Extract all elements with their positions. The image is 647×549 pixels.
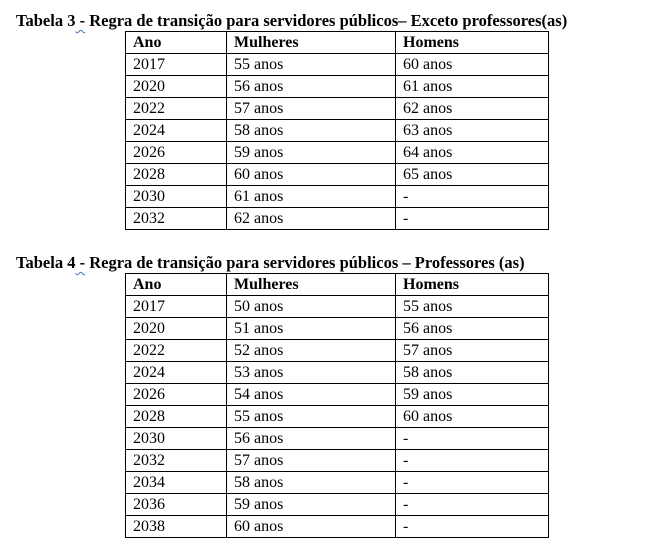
column-header-ano: Ano — [125, 273, 227, 296]
table-row: 2017 55 anos 60 anos — [125, 53, 549, 76]
cell-ano: 2034 — [125, 471, 227, 494]
cell-mulheres: 58 anos — [226, 119, 396, 142]
table-row: 2032 62 anos - — [125, 207, 549, 230]
cell-mulheres: 51 anos — [226, 317, 396, 340]
cell-ano: 2026 — [125, 141, 227, 164]
cell-ano: 2036 — [125, 493, 227, 516]
cell-mulheres: 55 anos — [226, 53, 396, 76]
cell-homens: 61 anos — [395, 75, 549, 98]
cell-homens: - — [395, 207, 549, 230]
cell-homens: 62 anos — [395, 97, 549, 120]
table-3-caption-title: Regra de transição para servidores públi… — [85, 11, 568, 30]
table-row: 2030 61 anos - — [125, 185, 549, 208]
cell-ano: 2022 — [125, 97, 227, 120]
cell-homens: - — [395, 185, 549, 208]
cell-mulheres: 57 anos — [226, 97, 396, 120]
table-3-header-row: Ano Mulheres Homens — [125, 31, 549, 54]
table-row: 2024 58 anos 63 anos — [125, 119, 549, 142]
cell-ano: 2030 — [125, 185, 227, 208]
table-row: 2038 60 anos - — [125, 515, 549, 538]
cell-mulheres: 59 anos — [226, 141, 396, 164]
table-row: 2032 57 anos - — [125, 449, 549, 472]
table-row: 2020 51 anos 56 anos — [125, 317, 549, 340]
cell-homens: - — [395, 471, 549, 494]
cell-homens: - — [395, 427, 549, 450]
table-row: 2036 59 anos - — [125, 493, 549, 516]
cell-ano: 2032 — [125, 207, 227, 230]
cell-ano: 2028 — [125, 163, 227, 186]
cell-ano: 2030 — [125, 427, 227, 450]
table-4-header: Ano Mulheres Homens — [125, 273, 549, 296]
table-row: 2026 54 anos 59 anos — [125, 383, 549, 406]
table-3-body: 2017 55 anos 60 anos 2020 56 anos 61 anos 2022… — [125, 53, 549, 230]
cell-mulheres: 59 anos — [226, 493, 396, 516]
cell-mulheres: 60 anos — [226, 163, 396, 186]
table-4-body: 2017 50 anos 55 anos 2020 51 anos 56 anos 2022… — [125, 295, 549, 538]
table-row: 2022 52 anos 57 anos — [125, 339, 549, 362]
cell-ano: 2024 — [125, 119, 227, 142]
column-header-ano: Ano — [125, 31, 227, 54]
column-header-homens: Homens — [395, 273, 549, 296]
cell-ano: 2022 — [125, 339, 227, 362]
cell-homens: 64 anos — [395, 141, 549, 164]
cell-ano: 2038 — [125, 515, 227, 538]
table-row: 2030 56 anos - — [125, 427, 549, 450]
cell-homens: - — [395, 493, 549, 516]
cell-ano: 2026 — [125, 383, 227, 406]
table-4-header-row: Ano Mulheres Homens — [125, 273, 549, 296]
cell-mulheres: 50 anos — [226, 295, 396, 318]
cell-mulheres: 53 anos — [226, 361, 396, 384]
table-row: 2034 58 anos - — [125, 471, 549, 494]
table-3: Ano Mulheres Homens 2017 55 anos 60 anos 2020… — [125, 31, 549, 230]
cell-mulheres: 54 anos — [226, 383, 396, 406]
table-row: 2022 57 anos 62 anos — [125, 97, 549, 120]
column-header-homens: Homens — [395, 31, 549, 54]
table-3-caption-separator: - — [75, 11, 86, 30]
cell-mulheres: 55 anos — [226, 405, 396, 428]
column-header-mulheres: Mulheres — [226, 31, 396, 54]
cell-homens: 60 anos — [395, 405, 549, 428]
table-4: Ano Mulheres Homens 2017 50 anos 55 anos 2020… — [125, 273, 549, 538]
table-4-caption-separator: - — [75, 253, 86, 272]
cell-homens: - — [395, 449, 549, 472]
cell-homens: 60 anos — [395, 53, 549, 76]
table-row: 2020 56 anos 61 anos — [125, 75, 549, 98]
cell-ano: 2020 — [125, 75, 227, 98]
table-row: 2017 50 anos 55 anos — [125, 295, 549, 318]
cell-homens: 63 anos — [395, 119, 549, 142]
cell-homens: - — [395, 515, 549, 538]
cell-mulheres: 57 anos — [226, 449, 396, 472]
cell-mulheres: 56 anos — [226, 75, 396, 98]
cell-mulheres: 52 anos — [226, 339, 396, 362]
cell-homens: 59 anos — [395, 383, 549, 406]
table-3-caption-label: Tabela 3 — [16, 11, 76, 30]
cell-ano: 2020 — [125, 317, 227, 340]
column-header-mulheres: Mulheres — [226, 273, 396, 296]
table-row: 2028 60 anos 65 anos — [125, 163, 549, 186]
cell-mulheres: 56 anos — [226, 427, 396, 450]
cell-homens: 56 anos — [395, 317, 549, 340]
cell-homens: 57 anos — [395, 339, 549, 362]
table-4-caption-title: Regra de transição para servidores públi… — [85, 253, 525, 272]
table-3-header: Ano Mulheres Homens — [125, 31, 549, 54]
cell-ano: 2024 — [125, 361, 227, 384]
cell-mulheres: 61 anos — [226, 185, 396, 208]
table-row: 2026 59 anos 64 anos — [125, 141, 549, 164]
table-4-caption: Tabela 4 - Regra de transição para servi… — [16, 253, 525, 273]
table-row: 2028 55 anos 60 anos — [125, 405, 549, 428]
cell-homens: 65 anos — [395, 163, 549, 186]
table-row: 2024 53 anos 58 anos — [125, 361, 549, 384]
cell-homens: 55 anos — [395, 295, 549, 318]
cell-mulheres: 60 anos — [226, 515, 396, 538]
table-3-caption: Tabela 3 - Regra de transição para servi… — [16, 11, 567, 31]
cell-mulheres: 58 anos — [226, 471, 396, 494]
cell-ano: 2017 — [125, 53, 227, 76]
table-4-caption-label: Tabela 4 — [16, 253, 76, 272]
cell-ano: 2028 — [125, 405, 227, 428]
cell-ano: 2017 — [125, 295, 227, 318]
cell-mulheres: 62 anos — [226, 207, 396, 230]
cell-homens: 58 anos — [395, 361, 549, 384]
cell-ano: 2032 — [125, 449, 227, 472]
